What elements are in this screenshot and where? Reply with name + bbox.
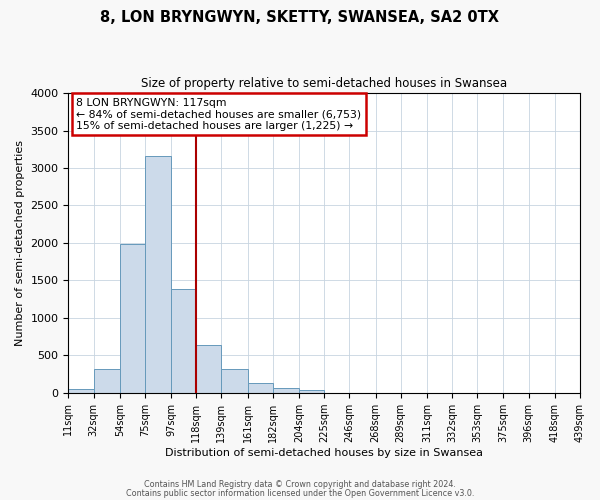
- Bar: [273, 388, 299, 392]
- Bar: [171, 288, 196, 393]
- Bar: [299, 390, 324, 392]
- Text: 8, LON BRYNGWYN, SKETTY, SWANSEA, SA2 0TX: 8, LON BRYNGWYN, SKETTY, SWANSEA, SA2 0T…: [101, 10, 499, 25]
- Bar: [196, 345, 221, 393]
- Bar: [120, 244, 145, 392]
- Bar: [221, 370, 248, 392]
- Text: 8 LON BRYNGWYN: 117sqm
← 84% of semi-detached houses are smaller (6,753)
15% of : 8 LON BRYNGWYN: 117sqm ← 84% of semi-det…: [76, 98, 361, 131]
- Bar: [145, 156, 171, 392]
- Bar: [94, 368, 120, 392]
- Bar: [68, 389, 94, 392]
- Title: Size of property relative to semi-detached houses in Swansea: Size of property relative to semi-detach…: [141, 78, 507, 90]
- Text: Contains HM Land Registry data © Crown copyright and database right 2024.: Contains HM Land Registry data © Crown c…: [144, 480, 456, 489]
- Y-axis label: Number of semi-detached properties: Number of semi-detached properties: [15, 140, 25, 346]
- Text: Contains public sector information licensed under the Open Government Licence v3: Contains public sector information licen…: [126, 488, 474, 498]
- X-axis label: Distribution of semi-detached houses by size in Swansea: Distribution of semi-detached houses by …: [165, 448, 483, 458]
- Bar: [248, 383, 273, 392]
